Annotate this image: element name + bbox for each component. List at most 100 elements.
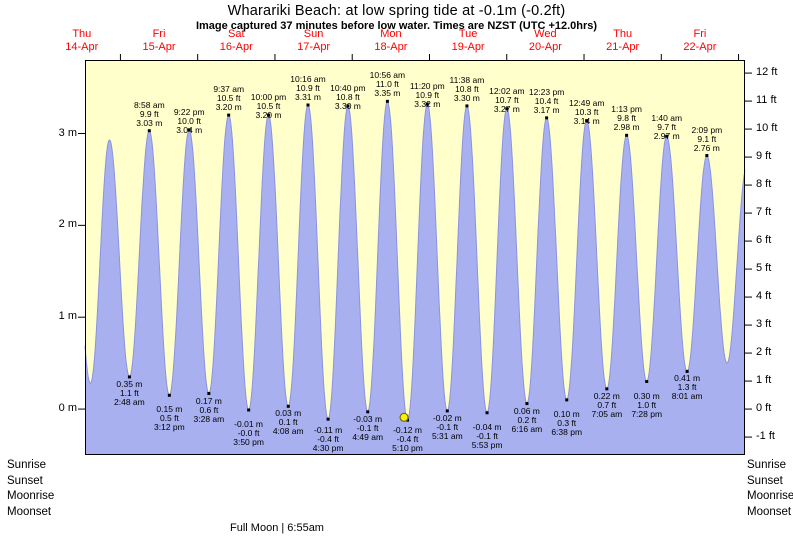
annotation-line: -0.04 m xyxy=(472,421,502,432)
feet-tick-label: 4 ft xyxy=(756,290,772,303)
annotation-line: 1.0 ft xyxy=(637,399,657,410)
low-tide-annotation: -0.04 m -0.1 ft 5:53 pm xyxy=(471,421,503,450)
low-tide-annotation: 0.15 m 0.5 ft 3:12 pm xyxy=(154,405,185,432)
annotation-line: 10.3 ft xyxy=(574,106,599,117)
tide-extreme-dot xyxy=(485,411,489,415)
annotation-line: 3:50 pm xyxy=(233,437,264,447)
tide-extreme-dot xyxy=(465,104,469,108)
feet-tick-label: 5 ft xyxy=(756,262,772,275)
feet-tick-label: 8 ft xyxy=(756,178,772,191)
feet-tick-label: 3 ft xyxy=(756,318,772,331)
tide-extreme-dot xyxy=(645,380,649,384)
tide-extreme-dot xyxy=(167,393,171,397)
annotation-line: 11:38 am xyxy=(449,74,485,85)
tide-extreme-dot xyxy=(267,113,271,117)
tide-extreme-dot xyxy=(227,113,231,117)
annotation-line: 8:01 am xyxy=(671,391,703,402)
page-title: Wharariki Beach: at low spring tide at -… xyxy=(227,3,566,19)
tide-extreme-dot xyxy=(585,119,589,123)
moon-phase-label: Full Moon | 6:55am xyxy=(230,522,324,534)
tide-extreme-dot xyxy=(505,107,509,111)
tide-extreme-dot xyxy=(207,391,211,395)
annotation-line: -0.1 ft xyxy=(436,421,459,432)
annotation-line: 0.41 m xyxy=(674,373,701,384)
low-tide-annotation: 0.03 m 0.1 ft 4:08 am xyxy=(273,409,304,436)
sunrise-label: Sunrise xyxy=(747,459,786,471)
annotation-line: 3:28 am xyxy=(193,413,225,424)
plot-border xyxy=(85,60,745,455)
annotation-line: 3.03 m xyxy=(136,117,163,128)
annotation-line: 3.35 m xyxy=(374,88,401,99)
annotation-line: -0.0 ft xyxy=(237,428,260,438)
day-label-sun-17-apr: Sun 17-Apr xyxy=(297,28,331,53)
tide-extreme-dot xyxy=(565,398,569,402)
annotation-line: 3.27 m xyxy=(493,103,520,114)
annotation-line: -0.4 ft xyxy=(396,434,419,444)
annotation-line: 0.15 m xyxy=(156,404,183,415)
annotation-line: 10.9 ft xyxy=(415,90,440,101)
annotation-line: 3.31 m xyxy=(294,92,321,102)
annotation-line: 4:30 pm xyxy=(312,443,344,453)
high-tide-annotation: 2:09 pm 9.1 ft 2.76 m xyxy=(691,124,723,153)
high-tide-annotation: 12:49 am 10.3 ft 3.14 m xyxy=(568,97,605,126)
tide-extreme-dot xyxy=(425,102,429,106)
annotation-line: 3.14 m xyxy=(573,115,600,126)
annotation-line: 0.17 m xyxy=(195,395,222,406)
low-tide-annotation: 0.17 m 0.6 ft 3:28 am xyxy=(193,395,225,424)
day-label-tue-19-apr: Tue 19-Apr xyxy=(451,28,485,53)
sunset-label: Sunset xyxy=(747,474,783,487)
annotation-line: 2:09 pm xyxy=(691,124,723,135)
tide-extreme-dot xyxy=(625,133,629,137)
annotation-line: 0.22 m xyxy=(593,390,620,401)
tide-extreme-dot xyxy=(545,116,549,120)
annotation-line: 2.98 m xyxy=(613,122,640,133)
annotation-line: -0.12 m xyxy=(393,425,422,435)
tide-extreme-dot xyxy=(306,103,310,107)
low-tide-annotation: -0.03 m -0.1 ft 4:49 am xyxy=(352,414,383,442)
annotation-line: 2.76 m xyxy=(693,142,720,153)
sunset-label: Sunset xyxy=(7,474,43,487)
annotation-line: 3.30 m xyxy=(453,92,480,103)
low-tide-annotation: 0.35 m 1.1 ft 2:48 am xyxy=(114,379,145,407)
capture-note: Image captured 37 minutes before low wat… xyxy=(195,20,598,32)
annotation-line: 6:16 am xyxy=(511,423,543,434)
feet-tick-label: 11 ft xyxy=(756,94,777,107)
meter-tick-label: 1 m xyxy=(58,310,77,323)
day-label-fri-15-apr: Fri 15-Apr xyxy=(142,28,176,53)
day-label-thu-21-apr: Thu 21-Apr xyxy=(606,28,640,53)
annotation-line: 3.17 m xyxy=(533,104,560,115)
feet-tick-label: 12 ft xyxy=(756,66,778,79)
annotation-line: 0.30 m xyxy=(633,390,660,401)
tide-extreme-dot xyxy=(366,410,370,414)
annotation-line: 11.0 ft xyxy=(375,79,399,90)
annotation-line: 0.06 m xyxy=(513,405,540,416)
day-label-fri-22-apr: Fri 22-Apr xyxy=(683,28,717,53)
annotation-line: 11:20 pm xyxy=(409,81,445,92)
tide-extreme-dot xyxy=(247,408,251,412)
tide-extreme-dot xyxy=(665,134,669,138)
annotation-line: 0.1 ft xyxy=(278,417,298,428)
day-label-mon-18-apr: Mon 18-Apr xyxy=(374,28,408,53)
feet-tick-label: -1 ft xyxy=(756,430,775,443)
feet-tick-label: 0 ft xyxy=(756,402,772,415)
tide-extreme-dot xyxy=(525,402,529,406)
day-label-wed-20-apr: Wed 20-Apr xyxy=(528,28,562,53)
sunrise-label: Sunrise xyxy=(7,459,46,471)
annotation-line: 12:49 am xyxy=(568,97,605,108)
high-tide-annotation: 1:13 pm 9.8 ft 2.98 m xyxy=(611,105,642,132)
high-tide-annotation: 12:23 pm 10.4 ft 3.17 m xyxy=(529,87,564,115)
tide-extreme-dot xyxy=(286,404,290,408)
low-tide-annotation: -0.02 m -0.1 ft 5:31 am xyxy=(432,413,463,441)
annotation-line: 6:38 pm xyxy=(551,426,583,437)
low-tide-annotation: 0.30 m 1.0 ft 7:28 pm xyxy=(631,390,662,419)
annotation-line: 9.7 ft xyxy=(657,122,677,133)
annotation-line: 5:53 pm xyxy=(471,439,503,450)
annotation-line: 0.5 ft xyxy=(159,413,179,424)
capture-time-marker-icon xyxy=(399,412,409,422)
high-tide-annotation: 9:37 am 10.5 ft 3.20 m xyxy=(213,85,244,112)
annotation-line: 3.04 m xyxy=(176,124,203,135)
annotation-line: 10.8 ft xyxy=(336,91,360,102)
annotation-line: 1.3 ft xyxy=(677,382,697,393)
day-label-sat-16-apr: Sat 16-Apr xyxy=(219,28,253,53)
tide-extreme-dot xyxy=(685,369,689,373)
